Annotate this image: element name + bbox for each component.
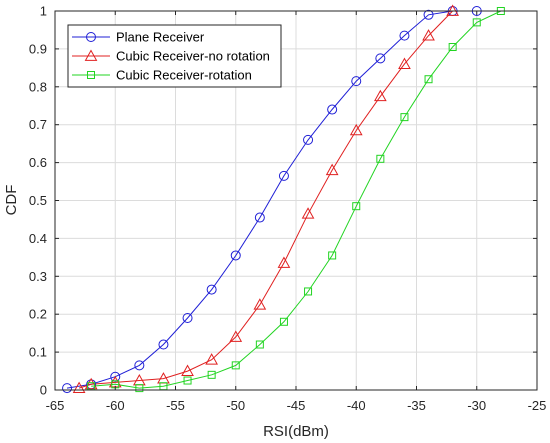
data-point-triangle bbox=[84, 377, 98, 390]
data-point-circle bbox=[206, 284, 217, 295]
data-point-square bbox=[400, 113, 409, 122]
legend-marker-circle bbox=[86, 32, 96, 42]
data-point-square bbox=[424, 75, 433, 84]
data-point-triangle bbox=[422, 29, 435, 41]
y-tick-label: 0.5 bbox=[29, 193, 47, 208]
data-point-triangle bbox=[181, 364, 194, 376]
legend-label: Cubic Receiver-no rotation bbox=[116, 49, 270, 64]
data-point-circle bbox=[351, 76, 362, 87]
series-line-triangle bbox=[78, 10, 453, 389]
data-point-square bbox=[231, 361, 240, 370]
series-line-square bbox=[91, 10, 502, 389]
data-point-triangle bbox=[349, 123, 363, 136]
data-point-circle bbox=[254, 212, 265, 223]
y-tick-label: 0.7 bbox=[29, 117, 47, 132]
data-point-circle bbox=[303, 134, 314, 145]
y-tick-label: 0 bbox=[40, 383, 47, 398]
data-point-circle bbox=[134, 360, 145, 371]
y-tick-label: 0.3 bbox=[29, 269, 47, 284]
data-point-circle bbox=[62, 383, 73, 394]
x-tick-label: -25 bbox=[528, 398, 547, 413]
y-tick-label: 0.8 bbox=[29, 79, 47, 94]
x-tick-label: -40 bbox=[347, 398, 366, 413]
data-point-square bbox=[279, 317, 288, 326]
y-tick-label: 0.6 bbox=[29, 155, 47, 170]
legend-label: Cubic Receiver-rotation bbox=[116, 68, 252, 83]
data-point-circle bbox=[278, 170, 289, 181]
data-point-square bbox=[304, 287, 313, 296]
data-point-circle bbox=[375, 53, 386, 64]
data-point-circle bbox=[158, 339, 169, 350]
data-point-triangle bbox=[72, 381, 86, 394]
data-point-triangle bbox=[253, 298, 267, 310]
legend-marker-triangle bbox=[84, 49, 98, 61]
y-tick-label: 0.9 bbox=[29, 41, 47, 56]
data-point-triangle bbox=[229, 330, 243, 342]
y-axis-label: CDF bbox=[3, 185, 20, 216]
data-point-square bbox=[472, 18, 481, 27]
data-point-square bbox=[376, 154, 385, 163]
data-point-triangle bbox=[301, 207, 315, 219]
x-tick-label: -65 bbox=[46, 398, 65, 413]
x-tick-label: -55 bbox=[166, 398, 185, 413]
data-point-square bbox=[328, 251, 337, 260]
data-point-circle bbox=[399, 30, 410, 41]
data-point-circle bbox=[230, 250, 241, 261]
data-point-triangle bbox=[398, 57, 411, 69]
data-point-square bbox=[135, 384, 144, 393]
data-point-circle bbox=[327, 104, 338, 115]
data-point-square bbox=[255, 340, 264, 349]
data-point-triangle bbox=[277, 256, 291, 268]
data-point-triangle bbox=[374, 89, 387, 102]
y-tick-label: 0.2 bbox=[29, 307, 47, 322]
y-tick-label: 0.1 bbox=[29, 345, 47, 360]
x-axis-label: RSI(dBm) bbox=[263, 423, 329, 440]
legend: Plane Receiver Cubic Receiver-no rotation… bbox=[67, 24, 282, 88]
data-point-square bbox=[183, 376, 192, 385]
data-point-square bbox=[207, 370, 216, 379]
legend-marker-square bbox=[87, 71, 95, 79]
x-tick-label: -50 bbox=[226, 398, 245, 413]
data-point-square bbox=[352, 202, 361, 211]
legend-label: Plane Receiver bbox=[116, 30, 205, 45]
x-tick-label: -35 bbox=[407, 398, 426, 413]
x-tick-label: -45 bbox=[287, 398, 306, 413]
y-tick-label: 0.4 bbox=[29, 231, 47, 246]
data-point-triangle bbox=[325, 163, 339, 176]
y-tick-label: 1 bbox=[40, 4, 47, 19]
data-point-triangle bbox=[205, 353, 218, 365]
x-tick-label: -30 bbox=[467, 398, 486, 413]
x-tick-label: -60 bbox=[106, 398, 125, 413]
data-point-triangle bbox=[446, 4, 459, 16]
data-point-circle bbox=[182, 312, 193, 323]
data-point-square bbox=[448, 43, 457, 52]
data-point-circle bbox=[423, 9, 434, 20]
